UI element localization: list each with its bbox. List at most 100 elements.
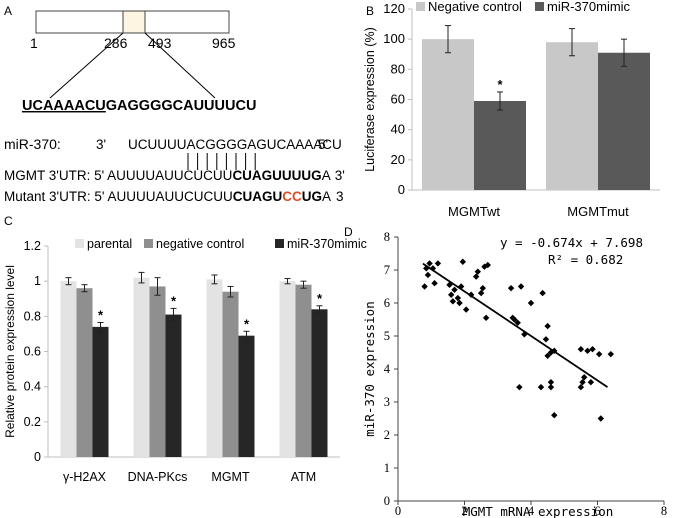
x-tick-label: 4 bbox=[528, 504, 535, 518]
position-286: 286 bbox=[104, 35, 128, 51]
data-point bbox=[527, 299, 535, 307]
bar bbox=[165, 314, 182, 457]
data-point bbox=[607, 350, 614, 358]
x-category-label: DNA-PKcs bbox=[128, 470, 188, 484]
mir370-3prime: 3' bbox=[96, 137, 106, 152]
bar bbox=[206, 279, 223, 457]
y-tick-label: 6 bbox=[384, 296, 390, 310]
mut-3prime: 3 bbox=[336, 189, 344, 204]
legend-label: parental bbox=[87, 237, 132, 251]
data-point bbox=[482, 314, 490, 322]
x-tick-label: 6 bbox=[594, 504, 600, 518]
y-tick-label: 120 bbox=[383, 1, 405, 16]
y-tick-label: 60 bbox=[391, 92, 405, 107]
bar bbox=[60, 281, 77, 457]
bar bbox=[546, 42, 598, 190]
y-tick-label: 4 bbox=[384, 362, 391, 376]
mut-plain: AUUUUAUUCUCUU bbox=[107, 189, 232, 204]
wt-plain: AUUUUAUUCUCUU bbox=[107, 168, 232, 183]
data-point bbox=[597, 415, 605, 422]
data-point bbox=[521, 331, 528, 338]
y-tick-label: 1 bbox=[384, 461, 390, 475]
legend-swatch bbox=[275, 239, 284, 248]
y-tick-label: 100 bbox=[383, 31, 405, 46]
x-category-label: MGMT bbox=[211, 470, 250, 484]
legend-swatch bbox=[75, 239, 84, 248]
position-end: 965 bbox=[212, 35, 236, 51]
significance-star: * bbox=[244, 316, 250, 331]
data-point bbox=[547, 349, 555, 356]
bar bbox=[311, 309, 328, 457]
x-axis-label: MGMT mRNA expression bbox=[463, 504, 614, 518]
y-tick-label: 7 bbox=[384, 263, 390, 277]
data-point bbox=[581, 374, 588, 381]
y-tick-label: 2 bbox=[384, 428, 390, 442]
y-tick-label: 80 bbox=[391, 61, 405, 76]
mir370-sequence: UCUUUUACGGGGAGUCAAAACU bbox=[128, 137, 342, 152]
x-category-label: ATM bbox=[291, 470, 316, 484]
data-point bbox=[449, 298, 457, 305]
x-category-label: γ-H2AX bbox=[63, 470, 107, 484]
r-squared: R² = 0.682 bbox=[548, 252, 623, 267]
x-category-label: MGMTwt bbox=[448, 204, 500, 219]
data-point bbox=[484, 261, 491, 269]
data-point bbox=[542, 336, 550, 343]
data-point bbox=[456, 299, 463, 307]
position-start: 1 bbox=[30, 35, 38, 51]
mgmt-wt-utr: MGMT 3'UTR: 5' AUUUUAUUCUCUUCUAGUUUUGA 3' bbox=[4, 168, 345, 183]
data-point bbox=[587, 379, 595, 386]
data-point bbox=[595, 350, 603, 358]
y-tick-label: 8 bbox=[384, 230, 390, 244]
data-point bbox=[477, 289, 485, 297]
data-point bbox=[544, 322, 551, 330]
y-tick-label: 0.4 bbox=[24, 380, 41, 394]
y-tick-label: 3 bbox=[384, 395, 390, 409]
bar bbox=[149, 286, 166, 457]
data-point bbox=[537, 383, 545, 391]
data-point bbox=[459, 258, 467, 265]
panel-c-letter: C bbox=[4, 214, 13, 228]
zoom-line-right bbox=[144, 32, 216, 99]
data-point bbox=[579, 379, 586, 386]
mut-seed-2: UG bbox=[302, 189, 322, 204]
data-point bbox=[426, 260, 433, 267]
y-tick-label: 40 bbox=[391, 122, 405, 137]
data-point bbox=[511, 316, 518, 323]
legend-label: miR-370mimic bbox=[547, 0, 631, 14]
data-point bbox=[421, 283, 428, 290]
data-point bbox=[547, 383, 555, 391]
y-axis-label: miR-370 expression bbox=[362, 301, 377, 436]
significance-star: * bbox=[497, 77, 503, 92]
data-point bbox=[462, 306, 470, 313]
y-tick-label: 1 bbox=[34, 274, 41, 288]
mutant-utr: Mutant 3'UTR: 5' AUUUUAUUCUCUUCUAGUCCUGA 3 bbox=[4, 189, 344, 204]
bar bbox=[598, 52, 650, 190]
utr-target-region bbox=[122, 10, 146, 34]
data-point bbox=[577, 346, 585, 353]
panel-a-letter: A bbox=[4, 4, 12, 18]
bar bbox=[92, 326, 109, 457]
x-tick-label: 0 bbox=[395, 504, 401, 518]
y-tick-label: 0 bbox=[398, 182, 405, 197]
data-point bbox=[577, 383, 585, 391]
panel-d-letter: D bbox=[344, 225, 353, 239]
legend-label: miR-370mimic bbox=[287, 237, 367, 251]
data-point bbox=[507, 284, 515, 292]
y-tick-label: 0 bbox=[34, 450, 41, 464]
y-tick-label: 0 bbox=[384, 494, 390, 508]
bar bbox=[133, 277, 150, 457]
wt-label: MGMT 3'UTR: 5' bbox=[4, 168, 104, 183]
mir370-5prime: 5' bbox=[318, 137, 328, 152]
mut-mutated-bases: CC bbox=[282, 189, 302, 204]
data-point bbox=[551, 412, 558, 419]
wt-seed: CUAGUUUUG bbox=[232, 168, 321, 183]
significance-star: * bbox=[98, 307, 104, 322]
data-point bbox=[479, 284, 486, 292]
legend-swatch bbox=[416, 2, 425, 11]
y-axis-label: Luciferase expression (%) bbox=[363, 27, 377, 172]
data-point bbox=[539, 289, 546, 297]
wt-3prime: 3' bbox=[335, 168, 345, 183]
position-493: 493 bbox=[148, 35, 172, 51]
data-point bbox=[516, 383, 523, 391]
